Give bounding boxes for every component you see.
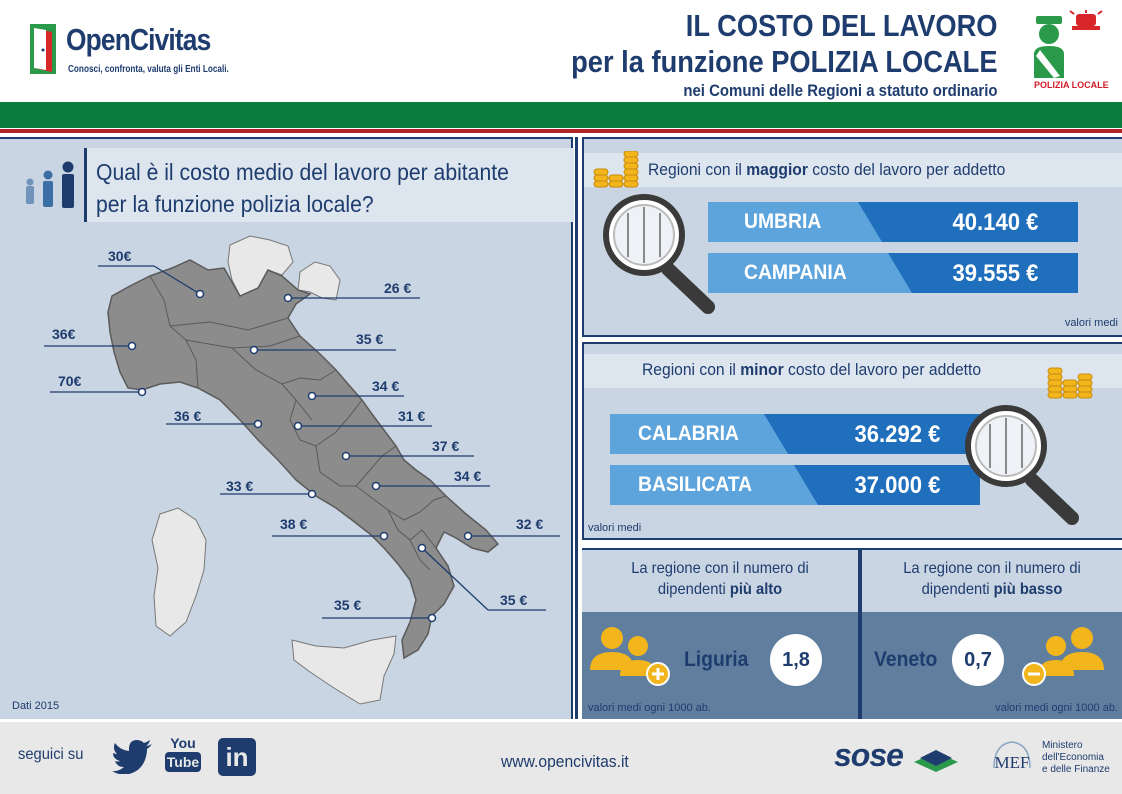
staff-high-value: 1,8	[770, 634, 822, 686]
label-campania: 38 €	[280, 516, 308, 532]
svg-text:MEF: MEF	[995, 753, 1030, 772]
highest-row-1: UMBRIA 40.140 €	[708, 202, 1078, 242]
highest-region-1: UMBRIA	[744, 210, 822, 233]
label-valle-aosta: 70€	[58, 373, 82, 389]
lowest-region-2: BASILICATA	[638, 473, 753, 496]
staff-low-header: La regione con il numero di dipendenti p…	[862, 550, 1122, 612]
brand-name: OpenCivitas	[66, 22, 211, 57]
highest-value-1: 40.140 €	[952, 209, 1038, 236]
staff-low-region: Veneto	[874, 648, 938, 671]
mef-emblem-icon: MEF	[993, 741, 1031, 772]
highest-value-2: 39.555 €	[952, 260, 1038, 287]
question-line-2: per la funzione polizia locale?	[96, 191, 374, 217]
label-marche: 34 €	[372, 378, 400, 394]
people-icon	[26, 161, 74, 208]
door-logo-icon	[30, 24, 56, 74]
staff-low-title: La regione con il numero di dipendenti p…	[903, 560, 1081, 598]
website-link[interactable]: www.opencivitas.it	[501, 752, 629, 771]
staff-high-title: La regione con il numero di dipendenti p…	[631, 560, 809, 598]
lowest-value-1: 36.292 €	[854, 421, 940, 448]
highest-title: Regioni con il maggior costo del lavoro …	[648, 160, 1006, 179]
coins-icon	[593, 151, 639, 188]
label-puglia: 32 €	[516, 516, 544, 532]
label-piemonte: 36€	[52, 326, 76, 342]
sose-mark-icon	[914, 750, 958, 772]
panel-divider	[575, 137, 578, 719]
linkedin-icon[interactable]: in	[218, 738, 256, 776]
label-umbria: 31 €	[398, 408, 426, 424]
highest-region-2: CAMPANIA	[744, 261, 847, 284]
label-piemonte-north: 30€	[108, 248, 132, 264]
label-molise: 34 €	[454, 468, 482, 484]
page-title-line2: per la funzione POLIZIA LOCALE	[571, 44, 998, 79]
staff-low-note: valori medi ogni 1000 ab.	[995, 702, 1118, 714]
twitter-icon[interactable]	[112, 740, 152, 774]
question-accent-bar	[84, 148, 87, 222]
staff-low-panel: La regione con il numero di dipendenti p…	[862, 548, 1122, 719]
page-subtitle: nei Comuni delle Regioni a statuto ordin…	[683, 81, 998, 100]
coins-icon	[1047, 367, 1093, 399]
data-source-note: Dati 2015	[12, 700, 60, 712]
lowest-cost-panel: Regioni con il minor costo del lavoro pe…	[582, 342, 1122, 540]
youtube-icon[interactable]: You Tube	[165, 735, 201, 772]
question-text: Qual è il costo medio del lavoro per abi…	[96, 156, 509, 220]
bottom-divider	[858, 548, 862, 719]
staff-plus-icon	[590, 627, 670, 686]
label-basilicata: 35 €	[500, 592, 528, 608]
magnifier-icon	[603, 194, 715, 314]
header: OpenCivitas Conosci, confronta, valuta g…	[0, 0, 1122, 104]
label-veneto: 26 €	[384, 280, 412, 296]
police-officer-icon	[1034, 10, 1103, 78]
highest-note: valori medi	[1064, 317, 1118, 329]
label-toscana: 36 €	[174, 408, 202, 424]
magnifier-icon	[965, 405, 1079, 525]
ministry-label: Ministero dell'Economia e delle Finanze	[1042, 740, 1110, 775]
leader-dots	[127, 289, 473, 623]
staff-minus-icon	[1022, 627, 1104, 686]
sose-logo: sose	[834, 737, 904, 773]
question-line-1: Qual è il costo medio del lavoro per abi…	[96, 159, 509, 185]
italy-map	[44, 235, 560, 705]
lowest-region-1: CALABRIA	[638, 422, 739, 445]
leader-lines	[44, 265, 560, 619]
label-lazio: 33 €	[226, 478, 254, 494]
region-mainland	[107, 259, 500, 660]
highest-cost-panel: Regioni con il maggior costo del lavoro …	[582, 137, 1122, 337]
lowest-row-2: BASILICATA 37.000 €	[610, 465, 980, 505]
title-block: IL COSTO DEL LAVORO per la funzione POLI…	[513, 8, 998, 102]
staff-low-value: 0,7	[952, 634, 1004, 686]
red-line	[0, 129, 1122, 133]
follow-us-label: seguici su	[18, 746, 84, 763]
region-sardegna	[151, 507, 207, 637]
label-calabria: 35 €	[334, 597, 362, 613]
staff-high-panel: La regione con il numero di dipendenti p…	[582, 548, 858, 719]
label-abruzzo: 37 €	[432, 438, 460, 454]
highest-header	[584, 153, 1122, 187]
staff-high-region: Liguria	[684, 648, 749, 671]
lowest-title: Regioni con il minor costo del lavoro pe…	[642, 360, 982, 379]
lowest-row-1: CALABRIA 36.292 €	[610, 414, 980, 454]
green-band	[0, 102, 1122, 128]
region-sicilia	[291, 635, 397, 705]
lowest-value-2: 37.000 €	[854, 472, 940, 499]
lowest-note: valori medi	[588, 522, 642, 534]
police-badge-label: POLIZIA LOCALE	[1034, 80, 1109, 90]
opencivitas-logo[interactable]: OpenCivitas Conosci, confronta, valuta g…	[30, 22, 230, 82]
highest-row-2: CAMPANIA 39.555 €	[708, 253, 1078, 293]
page-title-line1: IL COSTO DEL LAVORO	[686, 8, 998, 43]
brand-tagline: Conosci, confronta, valuta gli Enti Loca…	[68, 64, 229, 75]
staff-high-header: La regione con il numero di dipendenti p…	[582, 550, 858, 612]
staff-high-note: valori medi ogni 1000 ab.	[588, 702, 711, 714]
label-emilia: 35 €	[356, 331, 384, 347]
question-box	[84, 148, 574, 222]
lowest-header	[584, 354, 1122, 388]
